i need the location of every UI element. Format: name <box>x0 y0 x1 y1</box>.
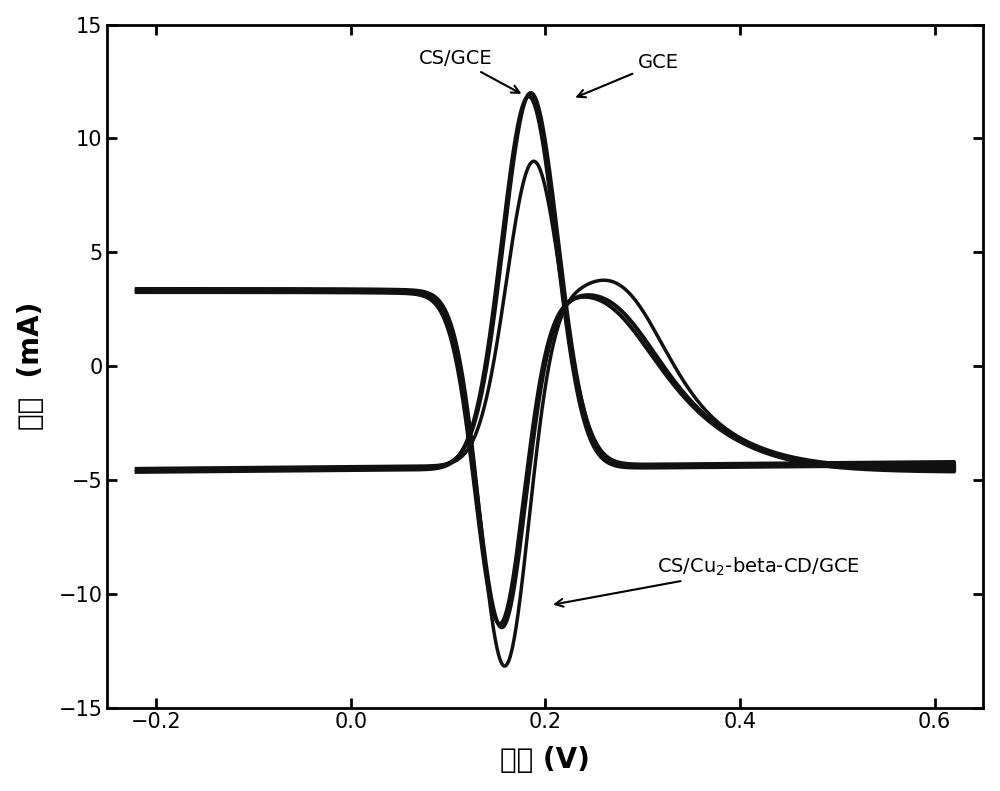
Text: CS/Cu$_2$-beta-CD/GCE: CS/Cu$_2$-beta-CD/GCE <box>555 555 860 607</box>
Text: GCE: GCE <box>577 54 679 97</box>
Text: CS/GCE: CS/GCE <box>419 49 519 93</box>
X-axis label: 电压 (V): 电压 (V) <box>500 747 590 774</box>
Y-axis label: 电流  (mA): 电流 (mA) <box>17 302 45 430</box>
